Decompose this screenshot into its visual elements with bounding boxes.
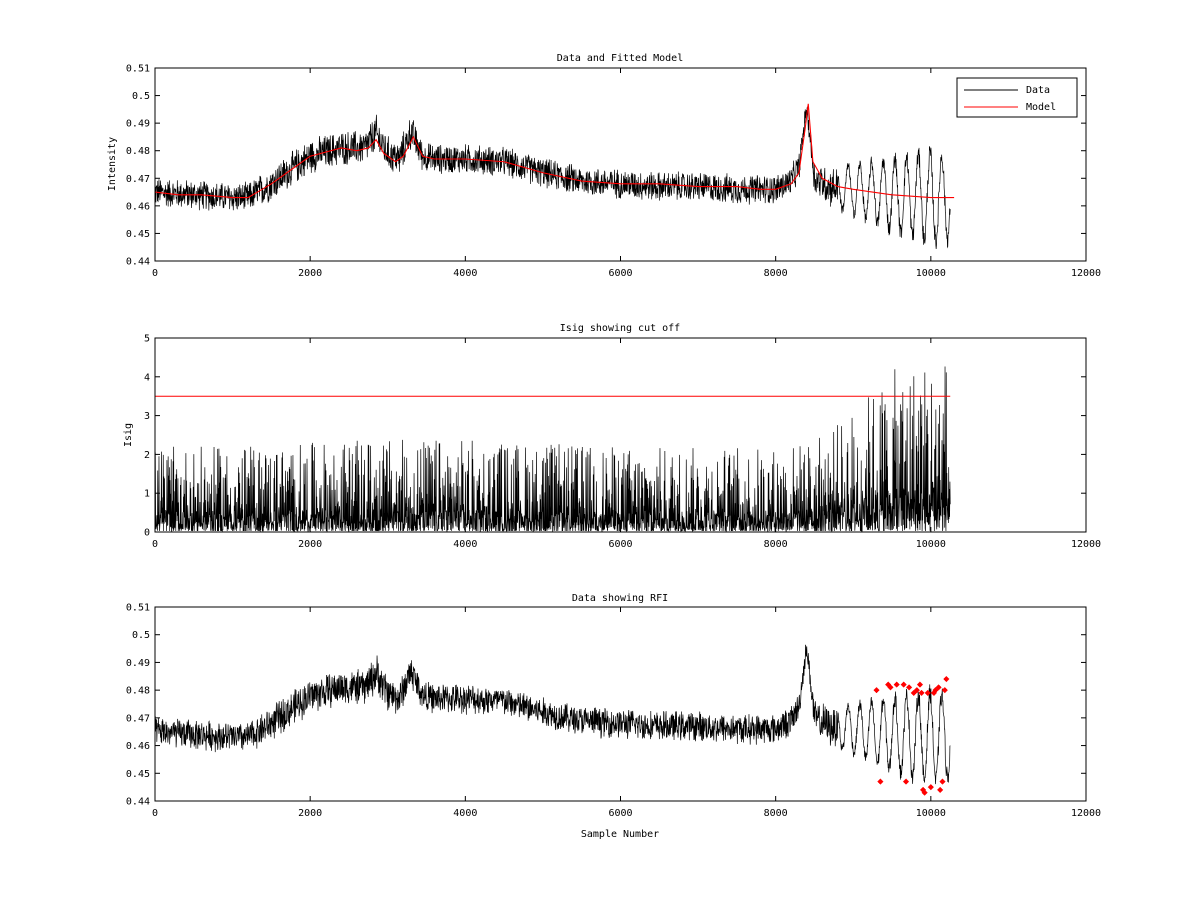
y-tick-label: 0.51 [126,64,150,75]
rfi-marker [873,686,880,694]
rfi-marker [913,686,921,694]
x-axis: 0 2000 4000 6000 8000 10000 12000 [152,607,1101,819]
series-layer [154,103,955,250]
panel-title: Data showing RFI [572,593,668,604]
legend-label-model: Model [1026,102,1056,113]
x-tick-label: 8000 [764,268,788,279]
rfi-marker [936,786,944,794]
legend: Data Model [956,77,1078,118]
x-tick-label: 8000 [764,808,788,819]
y-tick-label: 3 [144,411,150,422]
x-tick-label: 12000 [1071,808,1101,819]
panel-data-showing-rfi: Data showing RFI 0 2000 4000 6000 8000 10000 1… [126,593,1101,840]
x-tick-label: 2000 [298,808,322,819]
x-tick-label: 4000 [453,268,477,279]
rfi-marker [927,783,934,791]
y-tick-label: 5 [144,334,150,345]
y-tick-label: 0.49 [126,658,150,669]
y-tick-label: 0.51 [126,603,150,614]
rfi-marker [935,684,942,691]
y-axis-label: Intensity [107,137,118,191]
x-tick-label: 0 [152,539,158,550]
rfi-marker [902,778,910,785]
x-tick-label: 12000 [1071,268,1101,279]
y-tick-label: 0.5 [132,630,150,641]
legend-box [956,77,1078,118]
y-tick-label: 0 [144,528,150,539]
rfi-marker [943,675,950,683]
x-tick-label: 6000 [608,539,632,550]
rfi-marker [887,684,894,691]
panel-title: Isig showing cut off [560,323,680,334]
legend-label-data: Data [1026,85,1050,96]
x-tick-label: 4000 [453,808,477,819]
y-tick-label: 0.46 [126,201,150,212]
rfi-marker [939,778,946,785]
y-tick-label: 4 [144,372,150,383]
rfi-marker [905,684,913,691]
y-tick-label: 0.44 [126,257,150,268]
y-tick-label: 0.47 [126,713,150,724]
x-tick-label: 0 [152,808,158,819]
x-axis: 0 2000 4000 6000 8000 10000 12000 [152,338,1101,550]
x-tick-label: 12000 [1071,539,1101,550]
x-tick-label: 2000 [298,268,322,279]
x-tick-label: 10000 [916,539,946,550]
x-tick-label: 4000 [453,539,477,550]
y-tick-label: 0.48 [126,686,150,697]
x-tick-label: 8000 [764,539,788,550]
series-line-isig [154,366,951,533]
x-tick-label: 0 [152,268,158,279]
x-tick-label: 6000 [608,268,632,279]
x-axis-label: Sample Number [581,829,659,840]
y-axis: 0 1 2 3 4 5 [144,334,1086,539]
y-tick-label: 0.46 [126,741,150,752]
y-tick-label: 0.47 [126,174,150,185]
rfi-marker [893,681,900,688]
rfi-marker [918,689,925,697]
y-tick-label: 1 [144,489,150,500]
y-tick-label: 0.5 [132,91,150,102]
y-axis: 0.44 0.45 0.46 0.47 0.48 0.49 0.5 0.51 [126,603,1086,808]
x-tick-label: 2000 [298,539,322,550]
rfi-marker [916,681,924,688]
y-tick-label: 2 [144,450,150,461]
y-tick-label: 0.48 [126,146,150,157]
panel-title: Data and Fitted Model [557,53,683,64]
x-tick-label: 6000 [608,808,632,819]
rfi-marker [900,681,907,688]
rfi-marker [877,778,884,785]
series-line-model [154,103,955,199]
y-tick-label: 0.45 [126,769,150,780]
y-axis-label: Isig [123,423,134,447]
y-tick-label: 0.45 [126,229,150,240]
rfi-marker [921,789,928,796]
panel-data-and-fitted-model: Data and Fitted Model 0 2000 4000 6000 8000 1… [107,53,1101,279]
y-tick-label: 0.44 [126,797,150,808]
panel-isig-cutoff: Isig showing cut off 0 2000 4000 6000 8000 10… [123,323,1101,550]
rfi-marker [924,689,931,697]
series-line-data [154,106,951,250]
rfi-marker [941,686,948,694]
x-axis: 0 2000 4000 6000 8000 10000 12000 [152,68,1101,279]
series-line-data [154,644,951,785]
y-tick-label: 0.49 [126,119,150,130]
series-layer [154,366,951,533]
x-tick-label: 10000 [916,808,946,819]
y-axis: 0.44 0.45 0.46 0.47 0.48 0.49 0.5 0.51 [126,64,1086,268]
series-layer [154,644,951,796]
x-tick-label: 10000 [916,268,946,279]
